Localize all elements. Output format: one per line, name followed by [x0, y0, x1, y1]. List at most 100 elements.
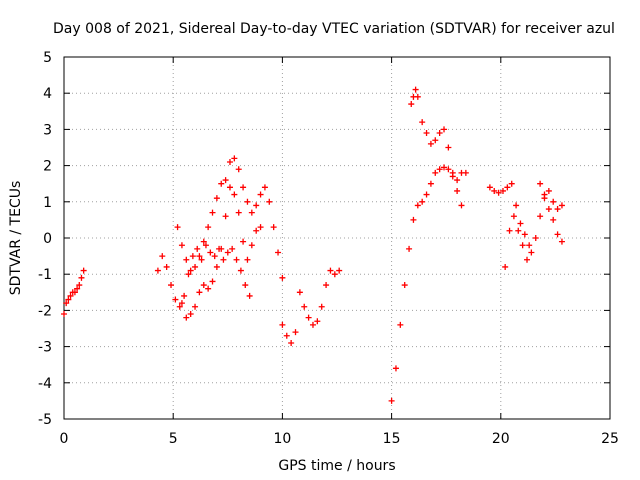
data-point — [168, 282, 175, 289]
data-point — [526, 242, 533, 249]
data-point — [309, 321, 316, 328]
data-point — [445, 144, 452, 151]
data-point — [521, 231, 528, 238]
series-seg8 — [486, 180, 533, 249]
data-point — [454, 177, 461, 184]
y-tick-label: 4 — [43, 86, 52, 102]
data-point — [226, 158, 233, 165]
data-point — [392, 365, 399, 372]
data-point — [183, 314, 190, 321]
data-point — [414, 202, 421, 209]
data-point — [408, 101, 415, 108]
data-point — [537, 213, 544, 220]
data-point — [192, 263, 199, 270]
data-point — [331, 271, 338, 278]
data-point — [419, 198, 426, 205]
data-point — [406, 245, 413, 252]
data-point — [541, 191, 548, 198]
data-point — [436, 166, 443, 173]
y-axis-label: SDTVAR / TECUs — [8, 181, 24, 296]
y-tick-label: 2 — [43, 159, 52, 175]
data-point — [499, 187, 506, 194]
data-point — [174, 224, 181, 231]
data-point — [427, 140, 434, 147]
data-point — [248, 242, 255, 249]
data-point — [244, 198, 251, 205]
data-point — [558, 238, 565, 245]
x-axis-label: GPS time / hours — [278, 458, 395, 474]
data-point — [432, 169, 439, 176]
y-tick-label: 3 — [43, 122, 52, 138]
series-seg2 — [154, 242, 253, 310]
data-point — [532, 235, 539, 241]
data-point — [554, 206, 561, 213]
data-point — [401, 282, 408, 289]
data-point — [454, 187, 461, 194]
data-point — [314, 318, 321, 325]
data-point — [196, 253, 203, 260]
plot-frame — [63, 56, 611, 420]
data-point — [78, 274, 85, 281]
data-point — [192, 303, 199, 310]
data-point — [226, 184, 233, 191]
data-point — [213, 195, 220, 202]
data-point — [233, 256, 240, 263]
x-tick-label: 5 — [169, 431, 178, 447]
data-point — [519, 242, 526, 249]
data-point — [222, 177, 229, 184]
data-point — [419, 119, 426, 126]
data-point — [270, 224, 277, 231]
data-point — [323, 282, 330, 289]
data-point — [202, 242, 209, 249]
data-point — [508, 180, 515, 187]
data-point — [279, 321, 286, 328]
data-point — [65, 296, 72, 303]
data-point — [61, 311, 67, 318]
x-tick-labels: 0 5 10 15 20 25 — [60, 431, 619, 447]
data-point — [181, 292, 188, 299]
data-point — [513, 202, 520, 209]
data-point — [397, 321, 404, 328]
data-point — [224, 249, 231, 256]
series-seg3 — [174, 155, 286, 281]
y-tick-label: -3 — [38, 340, 52, 356]
data-point — [462, 169, 469, 176]
data-point — [196, 289, 203, 296]
data-point — [244, 256, 251, 263]
data-point — [436, 130, 443, 137]
data-point — [410, 216, 417, 223]
data-point — [159, 253, 166, 260]
data-point — [235, 166, 242, 173]
data-point — [524, 256, 531, 263]
data-point — [550, 216, 557, 223]
data-point — [163, 263, 170, 270]
data-point — [504, 184, 511, 191]
data-point — [517, 220, 524, 227]
data-point — [528, 249, 535, 256]
series-seg10 — [537, 180, 565, 213]
data-point — [441, 164, 448, 171]
data-point — [336, 267, 343, 274]
data-point — [74, 285, 81, 292]
data-point — [200, 238, 207, 245]
data-point — [423, 130, 430, 137]
data-point — [327, 267, 334, 274]
data-point — [178, 300, 185, 307]
data-point — [283, 332, 290, 339]
data-point — [205, 285, 212, 292]
data-point — [414, 93, 421, 100]
data-point — [554, 231, 561, 238]
data-point — [388, 397, 395, 404]
data-point — [261, 184, 268, 191]
data-point — [178, 242, 185, 249]
data-point — [229, 245, 236, 252]
data-point — [198, 256, 205, 263]
data-point — [187, 267, 194, 274]
y-tick-label: -5 — [38, 412, 52, 428]
data-point — [63, 300, 70, 307]
data-point — [80, 267, 87, 274]
y-tick-label: 5 — [43, 50, 52, 66]
data-point — [207, 249, 214, 256]
series-seg1 — [61, 267, 87, 318]
data-point — [305, 314, 312, 321]
